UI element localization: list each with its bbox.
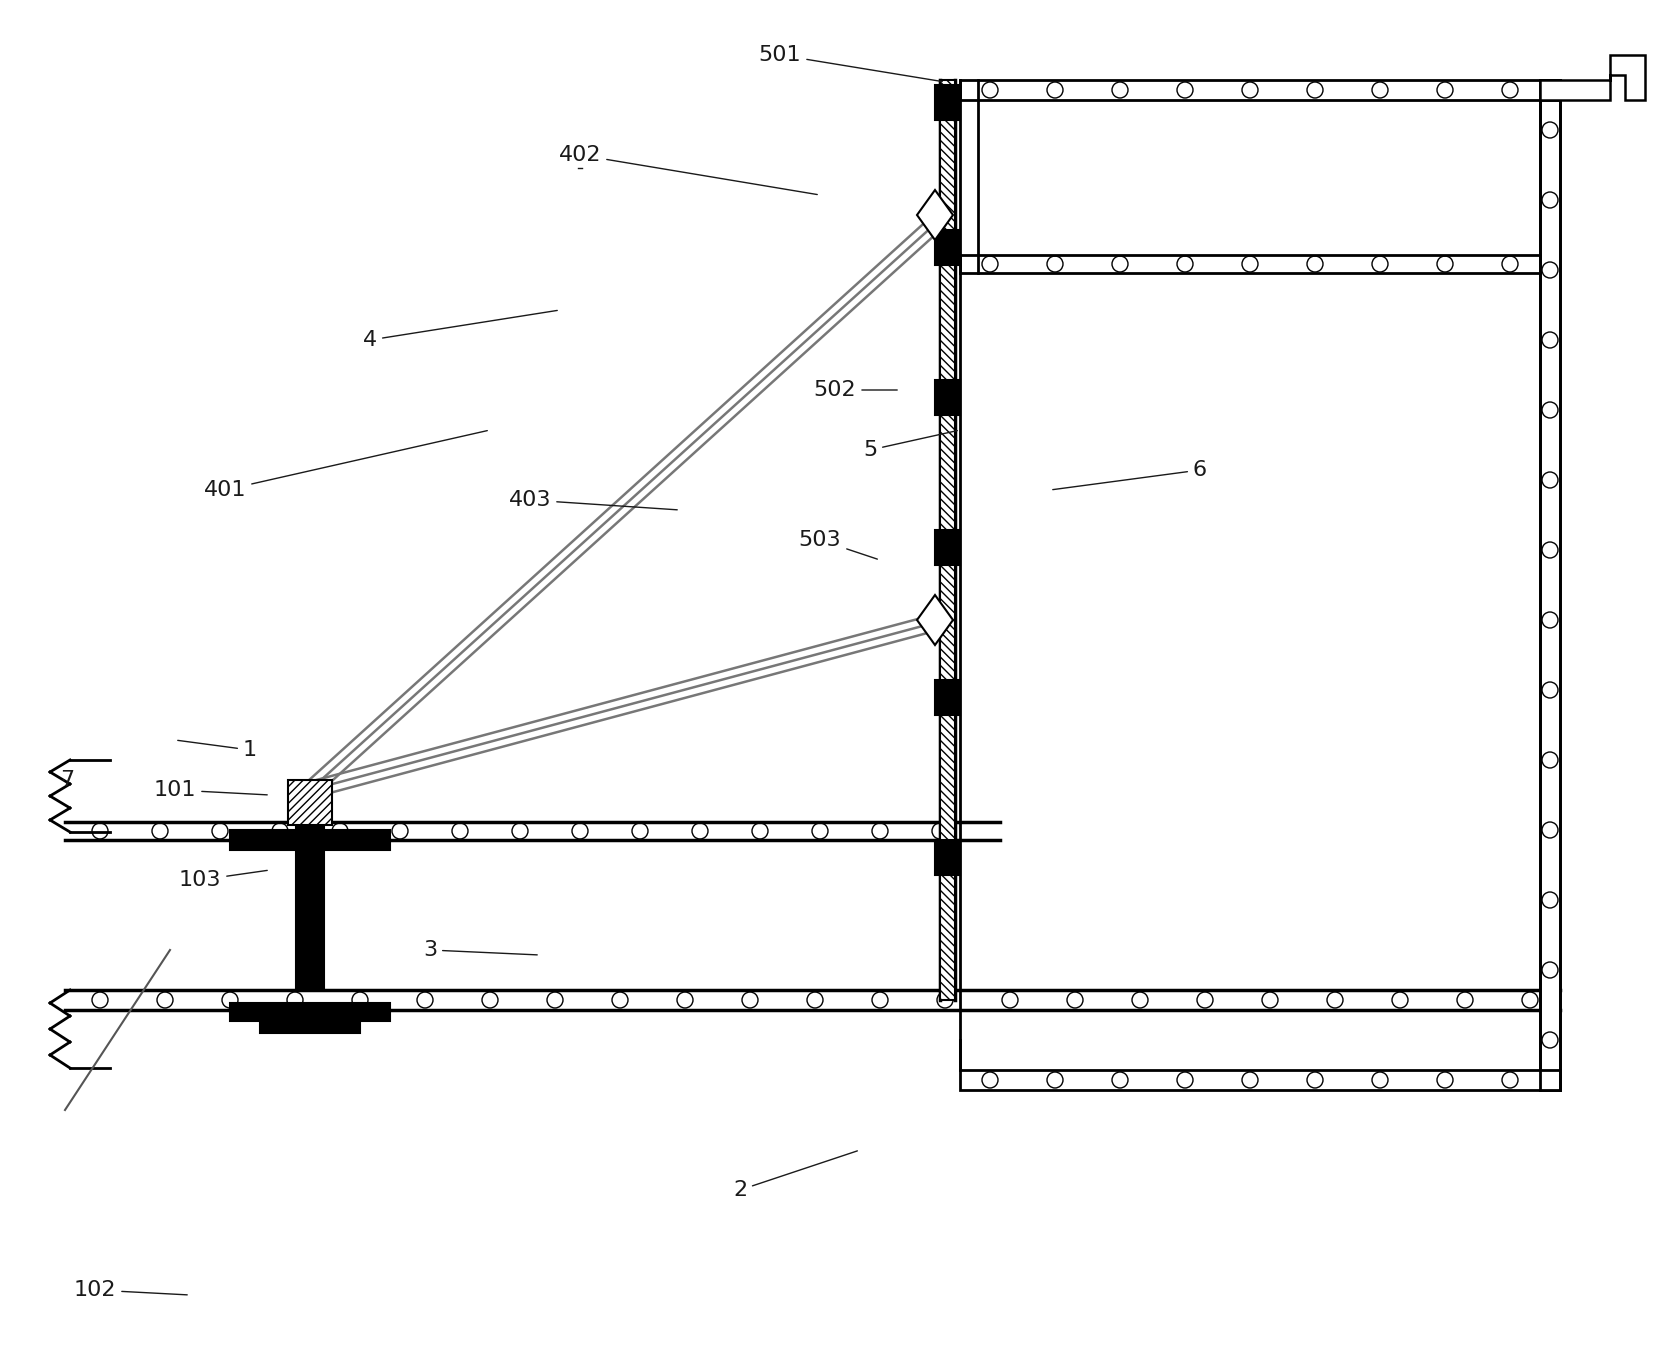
- Text: 501: 501: [758, 45, 942, 82]
- Text: 102: 102: [74, 1280, 186, 1300]
- Polygon shape: [917, 595, 953, 644]
- Bar: [260, 1021, 360, 1033]
- Bar: [934, 380, 959, 415]
- Text: 1: 1: [178, 740, 257, 761]
- Bar: [934, 680, 959, 715]
- Bar: [1539, 79, 1559, 1090]
- Bar: [959, 1070, 1559, 1090]
- Text: 2: 2: [732, 1150, 857, 1200]
- Text: 5: 5: [862, 431, 956, 460]
- Bar: [230, 830, 390, 850]
- Polygon shape: [917, 190, 953, 239]
- Bar: [934, 230, 959, 265]
- Bar: [959, 254, 1539, 274]
- Bar: [939, 79, 954, 1000]
- Text: 7: 7: [60, 770, 74, 789]
- Bar: [959, 79, 1559, 100]
- Text: 103: 103: [178, 870, 267, 891]
- Bar: [296, 819, 324, 990]
- Text: 503: 503: [798, 529, 877, 560]
- Text: 101: 101: [153, 780, 267, 800]
- Text: 3: 3: [423, 940, 538, 960]
- Text: 403: 403: [509, 490, 677, 510]
- Text: 6: 6: [1052, 460, 1206, 490]
- Bar: [230, 1003, 390, 1021]
- Text: 502: 502: [813, 380, 897, 399]
- Bar: [934, 529, 959, 565]
- Bar: [287, 780, 333, 825]
- Text: 402: 402: [558, 145, 816, 194]
- Text: 4: 4: [363, 311, 558, 350]
- Text: 401: 401: [203, 431, 487, 499]
- Polygon shape: [1539, 55, 1645, 100]
- Bar: [934, 85, 959, 120]
- Bar: [934, 840, 959, 876]
